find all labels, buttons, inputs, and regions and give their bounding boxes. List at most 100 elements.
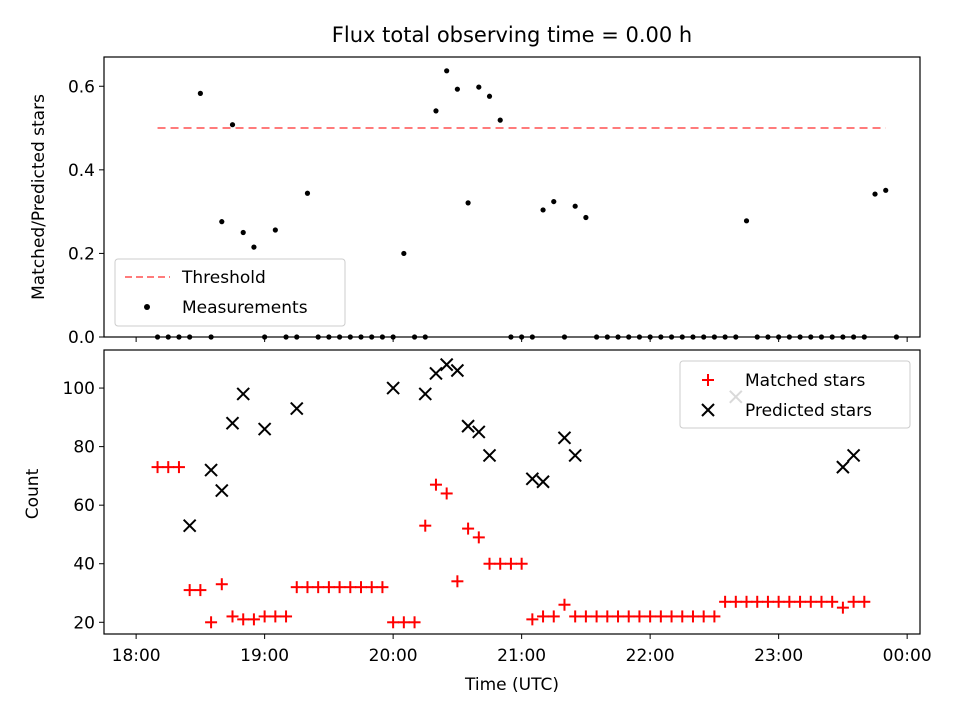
matched-star-point <box>247 613 260 626</box>
predicted-star-point <box>439 357 454 372</box>
matched-star-point <box>815 595 828 608</box>
matched-star-point <box>686 610 699 623</box>
predicted-star-point <box>418 387 432 401</box>
measurement-point <box>465 200 471 206</box>
bottom-plot-area: 18:00 19:00 20:00 21:00 22:00 23:00 00:00 20 40 6… <box>63 357 932 666</box>
measurement-point <box>229 122 236 128</box>
matched-star-point <box>290 581 303 594</box>
matched-star-point <box>847 595 860 608</box>
matched-star-point <box>472 531 485 544</box>
matched-star-point <box>280 610 293 623</box>
matched-star-point <box>215 578 228 591</box>
matched-star-point <box>858 595 871 608</box>
matched-star-point <box>301 581 314 594</box>
predicted-star-point <box>472 425 486 439</box>
matched-star-point <box>440 487 453 500</box>
bottom-legend-box <box>679 360 911 429</box>
bottom-panel-xlabel: Time (UTC) <box>464 675 559 695</box>
measurement-point <box>197 90 203 96</box>
predicted-star-point <box>182 518 197 533</box>
matched-star-point <box>322 581 335 594</box>
matched-star-point <box>365 581 378 594</box>
matched-star-point <box>269 610 282 623</box>
top-ytick-label: 0.0 <box>68 328 95 348</box>
matched-star-point <box>665 610 678 623</box>
legend-threshold-label: Threshold <box>181 268 266 288</box>
matched-star-point <box>387 616 400 629</box>
matched-star-point <box>226 610 239 623</box>
predicted-star-point <box>236 387 250 401</box>
bottom-xtick-label: 19:00 <box>240 646 289 666</box>
matched-star-point <box>483 557 496 570</box>
matched-star-point <box>633 610 646 623</box>
legend-measurements-label: Measurements <box>182 298 308 318</box>
measurement-point <box>497 117 503 123</box>
bottom-xtick-label: 18:00 <box>112 646 161 666</box>
matched-star-point <box>697 610 710 623</box>
measurement-point <box>743 218 750 224</box>
matched-star-point <box>740 595 753 608</box>
measurement-point <box>883 187 889 193</box>
matched-star-point <box>194 584 207 597</box>
predicted-star-point <box>536 475 550 489</box>
predicted-star-point <box>568 448 582 463</box>
matched-star-point <box>237 613 250 626</box>
matched-star-point <box>504 557 517 570</box>
measurement-point <box>551 198 557 205</box>
top-panel: Flux total observing time = 0.00 h Match… <box>29 23 921 348</box>
predicted-star-point <box>386 381 400 395</box>
matched-star-point <box>644 610 657 623</box>
bottom-xtick-label: 22:00 <box>626 646 675 666</box>
bottom-axes-frame <box>103 349 921 635</box>
bottom-ytick-label: 20 <box>73 613 95 633</box>
matched-star-point <box>590 610 603 623</box>
top-legend: Threshold Measurements <box>114 258 346 327</box>
legend-predicted-label: Predicted stars <box>745 401 872 421</box>
measurement-point <box>401 250 407 257</box>
measurement-point <box>219 219 225 225</box>
measurement-point <box>476 84 482 90</box>
matched-star-point <box>515 557 528 570</box>
matched-star-point <box>783 595 796 608</box>
predicted-star-point <box>290 401 304 416</box>
matched-star-point <box>558 598 571 611</box>
predicted-star-point <box>846 448 861 463</box>
predicted-star-point <box>429 366 443 381</box>
legend-matched-swatch <box>702 374 714 386</box>
matched-star-point <box>494 557 507 570</box>
matched-star-point <box>376 581 389 594</box>
matched-star-point <box>772 595 785 608</box>
matched-star-point <box>794 595 807 608</box>
matched-star-point <box>205 616 218 629</box>
matched-star-point <box>344 581 357 594</box>
predicted-star-point <box>450 363 465 378</box>
predicted-star-point <box>461 419 475 433</box>
measurement-point <box>304 190 311 196</box>
measurement-point <box>444 68 450 74</box>
bottom-xtick-label: 00:00 <box>883 646 932 666</box>
matched-star-point <box>761 595 774 608</box>
bottom-ytick-label: 100 <box>63 379 95 399</box>
bottom-panel-ylabel: Count <box>23 468 43 519</box>
matched-star-point <box>258 610 271 623</box>
predicted-star-point <box>204 463 218 477</box>
top-axes-frame <box>103 56 921 338</box>
matched-star-point <box>622 610 635 623</box>
predicted-star-point <box>557 431 572 445</box>
matched-star-point <box>804 595 817 608</box>
matched-star-point <box>547 610 560 623</box>
measurement-point <box>486 93 493 99</box>
matched-star-point <box>579 610 592 623</box>
matched-star-point <box>612 610 625 623</box>
bottom-ytick-label: 40 <box>73 555 95 575</box>
measurement-point <box>583 214 589 221</box>
matched-star-point <box>312 581 325 594</box>
legend-predicted-swatch <box>701 403 715 417</box>
matched-star-point <box>654 610 667 623</box>
matched-star-point <box>451 575 464 588</box>
bottom-xtick-label: 21:00 <box>497 646 546 666</box>
legend-measurements-swatch <box>144 304 150 310</box>
predicted-star-point <box>836 460 850 474</box>
